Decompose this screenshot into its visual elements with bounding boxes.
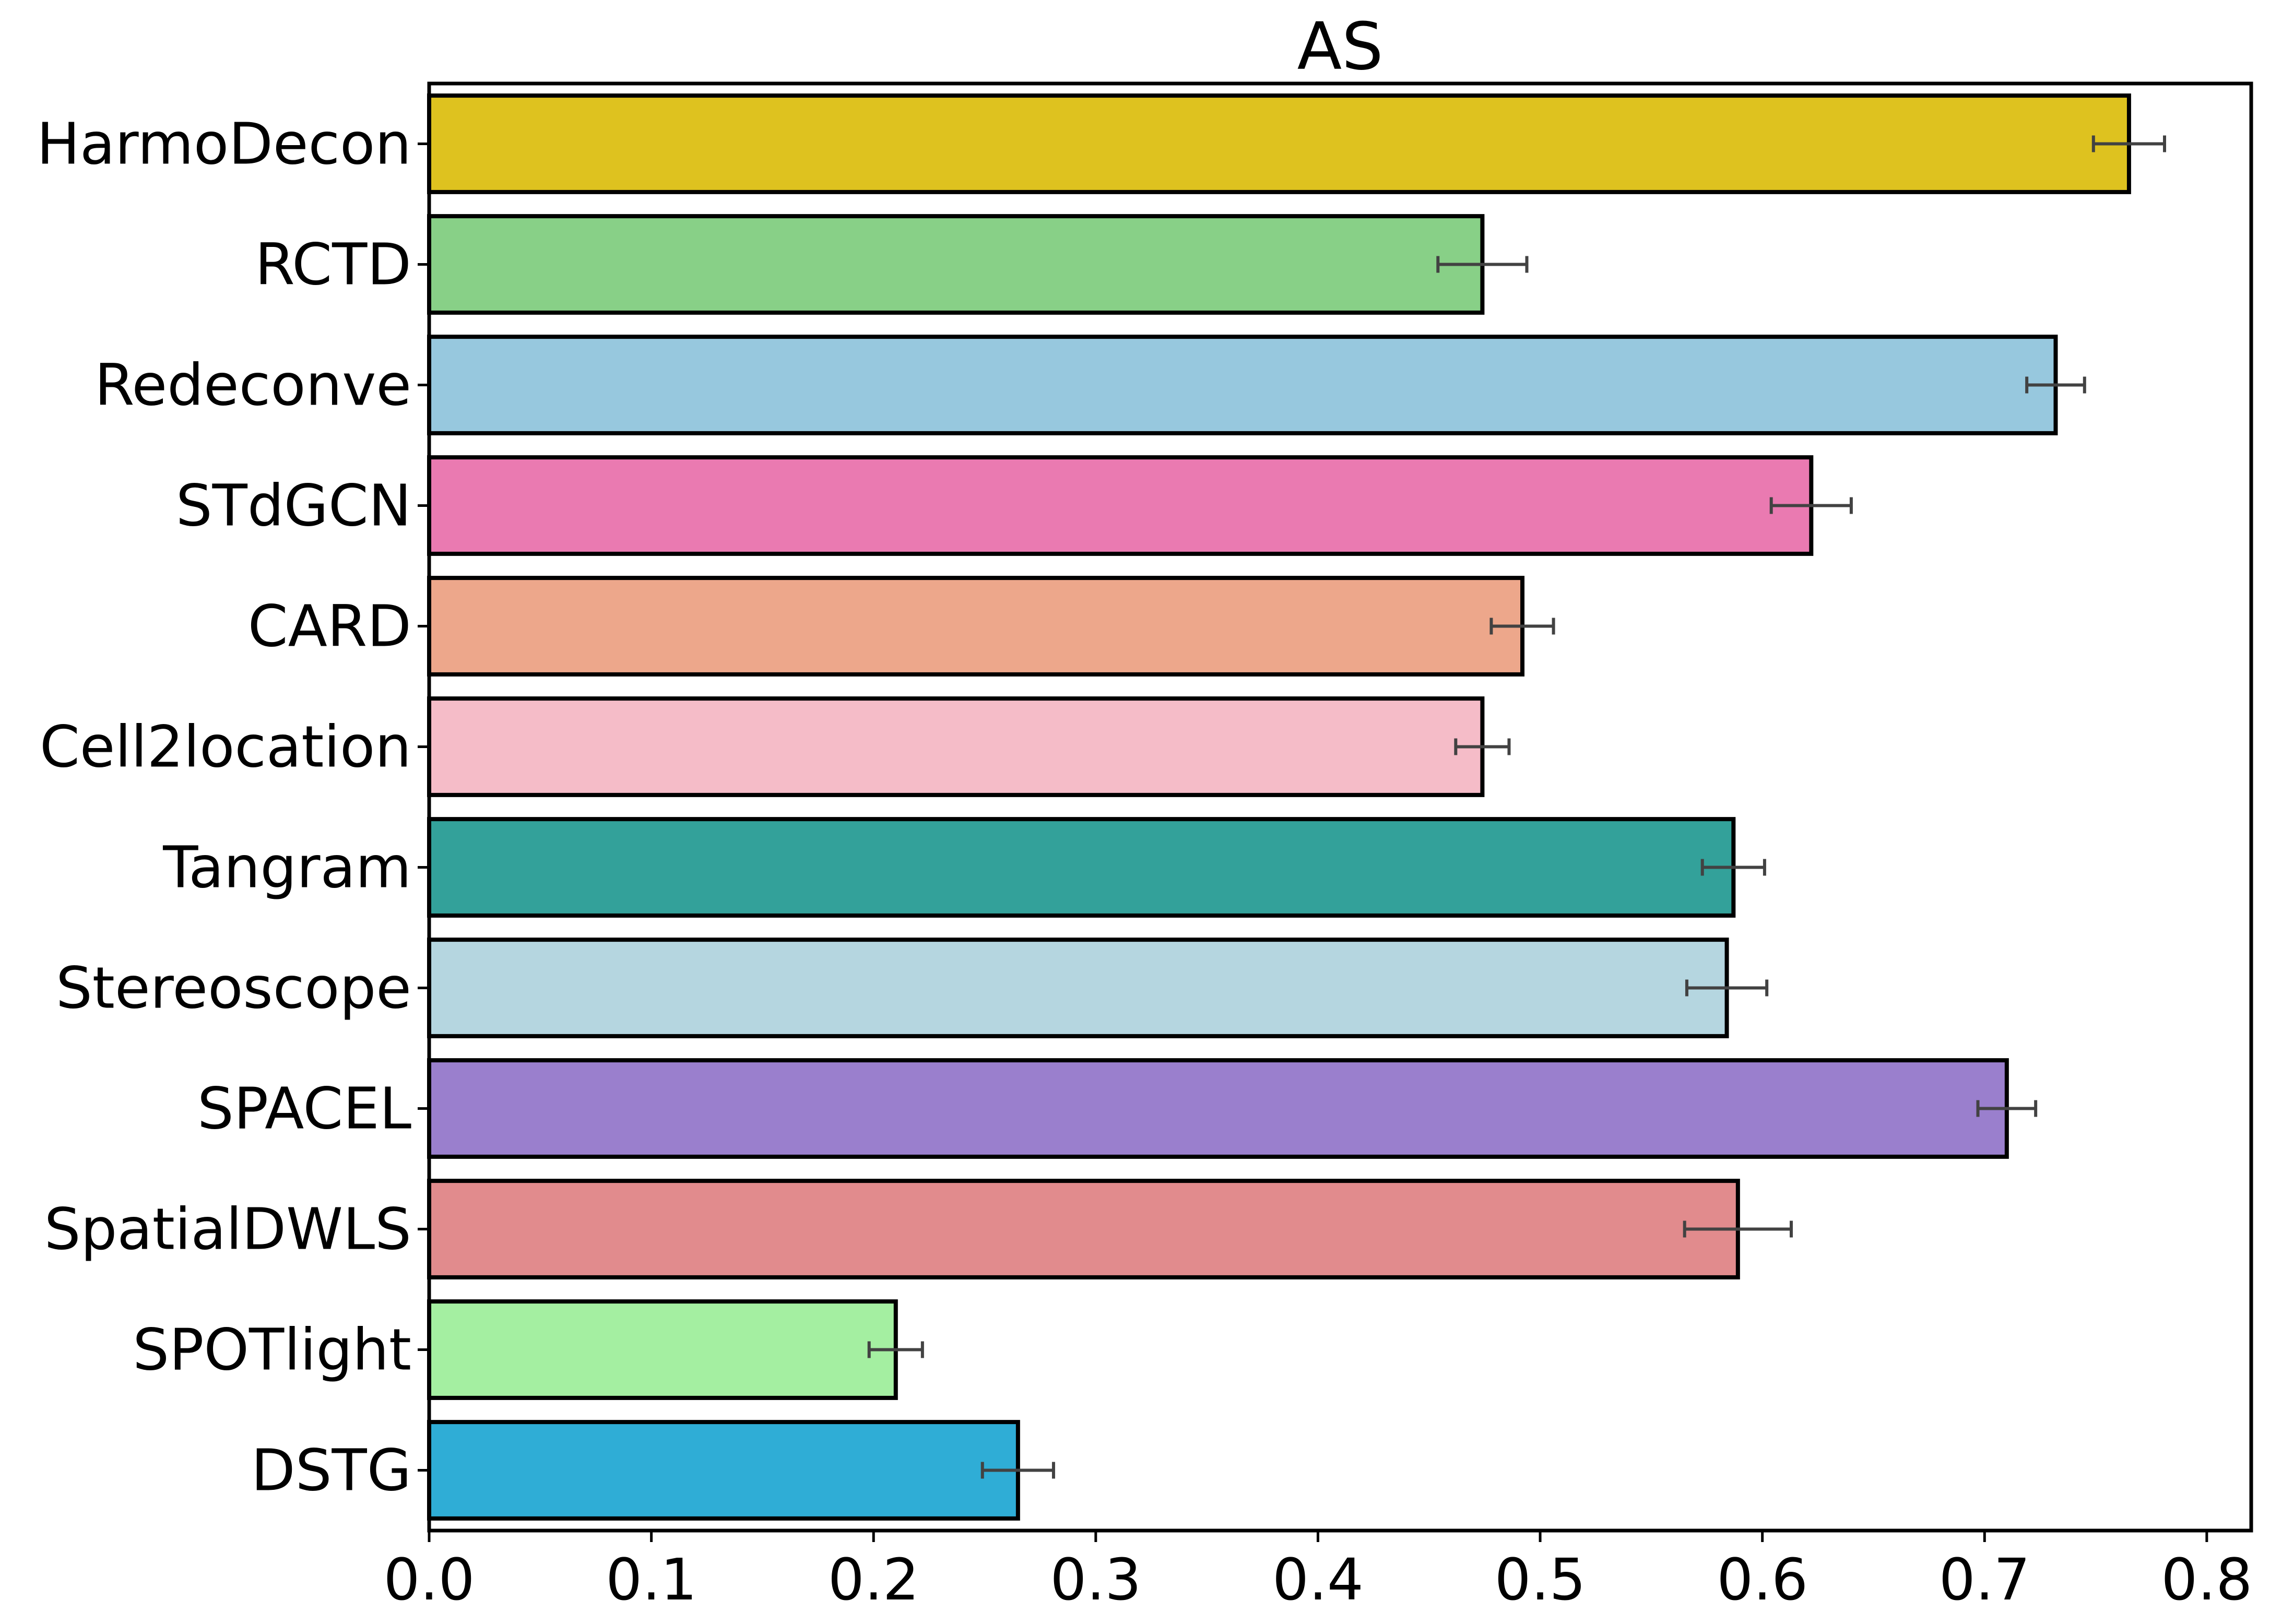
x-tick-label: 0.7 — [1939, 1546, 2030, 1613]
error-bar-harmodecon — [2091, 135, 2167, 152]
error-bar-cell2location — [1454, 738, 1511, 755]
bar-cell2location — [427, 696, 1485, 797]
y-tick-label: HarmoDecon — [37, 111, 411, 177]
x-tick-label: 0.2 — [828, 1546, 919, 1613]
error-bar-dstg — [980, 1462, 1055, 1479]
y-tick-label: Stereoscope — [56, 955, 411, 1022]
error-bars-layer — [867, 135, 2167, 1479]
error-bar-tangram — [1700, 859, 1766, 876]
plot-frame — [427, 81, 2253, 1533]
error-bar-card — [1489, 618, 1555, 635]
x-tick-label: 0.0 — [384, 1546, 475, 1613]
error-bar-redeconve — [2025, 376, 2086, 394]
y-tick-label: Redeconve — [94, 352, 411, 419]
error-bar-rctd — [1436, 256, 1529, 273]
y-axis-ticks: HarmoDecon RCTD Redeconve STdGCN CARD Cell2lo… — [37, 111, 429, 1504]
bar-spatialdwls — [427, 1179, 1740, 1279]
bar-spotlight — [427, 1299, 898, 1400]
x-axis-ticks: 0.0 0.1 0.2 0.3 0.4 0.5 0.6 0.7 0.8 — [384, 1531, 2252, 1613]
y-tick-label: Tangram — [162, 834, 411, 901]
x-tick-label: 0.1 — [606, 1546, 697, 1613]
bar-spacel — [427, 1058, 2009, 1159]
y-tick-label: SPACEL — [197, 1075, 411, 1142]
y-tick-label: CARD — [248, 593, 411, 660]
bar-harmodecon — [427, 93, 2131, 194]
y-tick-label: SPOTlight — [133, 1317, 411, 1383]
bar-dstg — [427, 1420, 1020, 1521]
bar-stereoscope — [427, 938, 1729, 1038]
bar-redeconve — [427, 335, 2058, 435]
bar-tangram — [427, 817, 1736, 918]
error-bar-stereoscope — [1685, 979, 1769, 997]
error-bar-spacel — [1976, 1100, 2038, 1117]
y-tick-label: RCTD — [255, 231, 411, 298]
error-bar-stdgcn — [1769, 497, 1853, 514]
bar-card — [427, 576, 1524, 677]
bar-rctd — [427, 214, 1485, 315]
x-tick-label: 0.8 — [2161, 1546, 2252, 1613]
y-tick-label: STdGCN — [176, 472, 411, 539]
y-tick-label: DSTG — [251, 1437, 411, 1504]
x-tick-label: 0.5 — [1495, 1546, 1586, 1613]
chart-title: AS — [1297, 9, 1384, 85]
error-bar-spotlight — [867, 1341, 924, 1358]
error-bar-spatialdwls — [1683, 1220, 1793, 1238]
bar-stdgcn — [427, 455, 1814, 556]
x-tick-label: 0.6 — [1717, 1546, 1808, 1613]
y-tick-label: SpatialDWLS — [44, 1196, 411, 1263]
x-tick-label: 0.4 — [1272, 1546, 1364, 1613]
bars-layer — [427, 93, 2131, 1521]
y-tick-label: Cell2location — [40, 714, 411, 780]
x-tick-label: 0.3 — [1050, 1546, 1141, 1613]
